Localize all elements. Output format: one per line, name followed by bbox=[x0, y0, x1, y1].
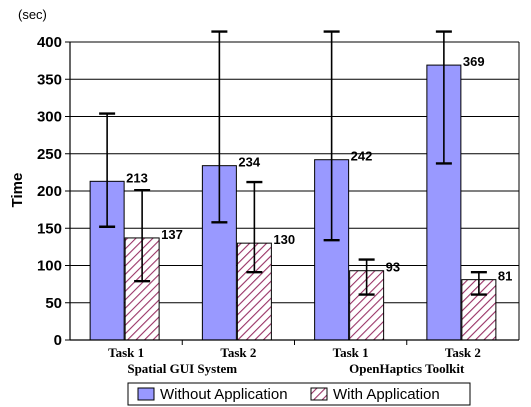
y-tick-label: 0 bbox=[54, 332, 62, 349]
y-tick-label: 250 bbox=[37, 146, 62, 163]
legend-swatch-with-application bbox=[310, 387, 328, 401]
y-tick-label: 350 bbox=[37, 71, 62, 88]
error-bars bbox=[99, 30, 487, 296]
y-tick-label: 100 bbox=[37, 258, 62, 275]
x-category-label: Task 1 bbox=[333, 345, 369, 360]
data-label: 137 bbox=[161, 227, 183, 242]
x-group-label: OpenHaptics Toolkit bbox=[349, 361, 465, 376]
y-tick-label: 200 bbox=[37, 183, 62, 200]
data-label: 130 bbox=[273, 232, 295, 247]
x-category-label: Task 1 bbox=[108, 345, 144, 360]
x-group-label: Spatial GUI System bbox=[127, 361, 237, 376]
legend-swatch-without-application bbox=[137, 387, 155, 401]
legend-label-with-application: With Application bbox=[333, 386, 440, 403]
y-axis-title: Time bbox=[9, 173, 26, 208]
bars bbox=[89, 64, 497, 341]
x-category-label: Task 2 bbox=[445, 345, 481, 360]
legend-label-without-application: Without Application bbox=[160, 386, 288, 403]
data-label: 369 bbox=[463, 54, 485, 69]
y-tick-label: 400 bbox=[37, 34, 62, 51]
y-tick-label: 50 bbox=[45, 295, 62, 312]
data-label: 242 bbox=[351, 149, 373, 164]
x-category-label: Task 2 bbox=[220, 345, 256, 360]
y-tick-label: 300 bbox=[37, 109, 62, 126]
data-label: 234 bbox=[238, 155, 260, 170]
y-tick-label: 150 bbox=[37, 220, 62, 237]
data-label: 213 bbox=[126, 170, 148, 185]
data-label: 93 bbox=[386, 260, 400, 275]
y-unit-label: (sec) bbox=[18, 7, 47, 22]
legend-box bbox=[127, 382, 471, 406]
axes: 0 50 100 150 200 250 300 350 400 bbox=[37, 34, 519, 349]
data-label: 81 bbox=[498, 269, 512, 284]
legend: Without Application With Application bbox=[127, 382, 471, 406]
labels: 213 137 Task 1 234 130 Task 2 242 93 Task 1 369 81… bbox=[108, 54, 512, 376]
